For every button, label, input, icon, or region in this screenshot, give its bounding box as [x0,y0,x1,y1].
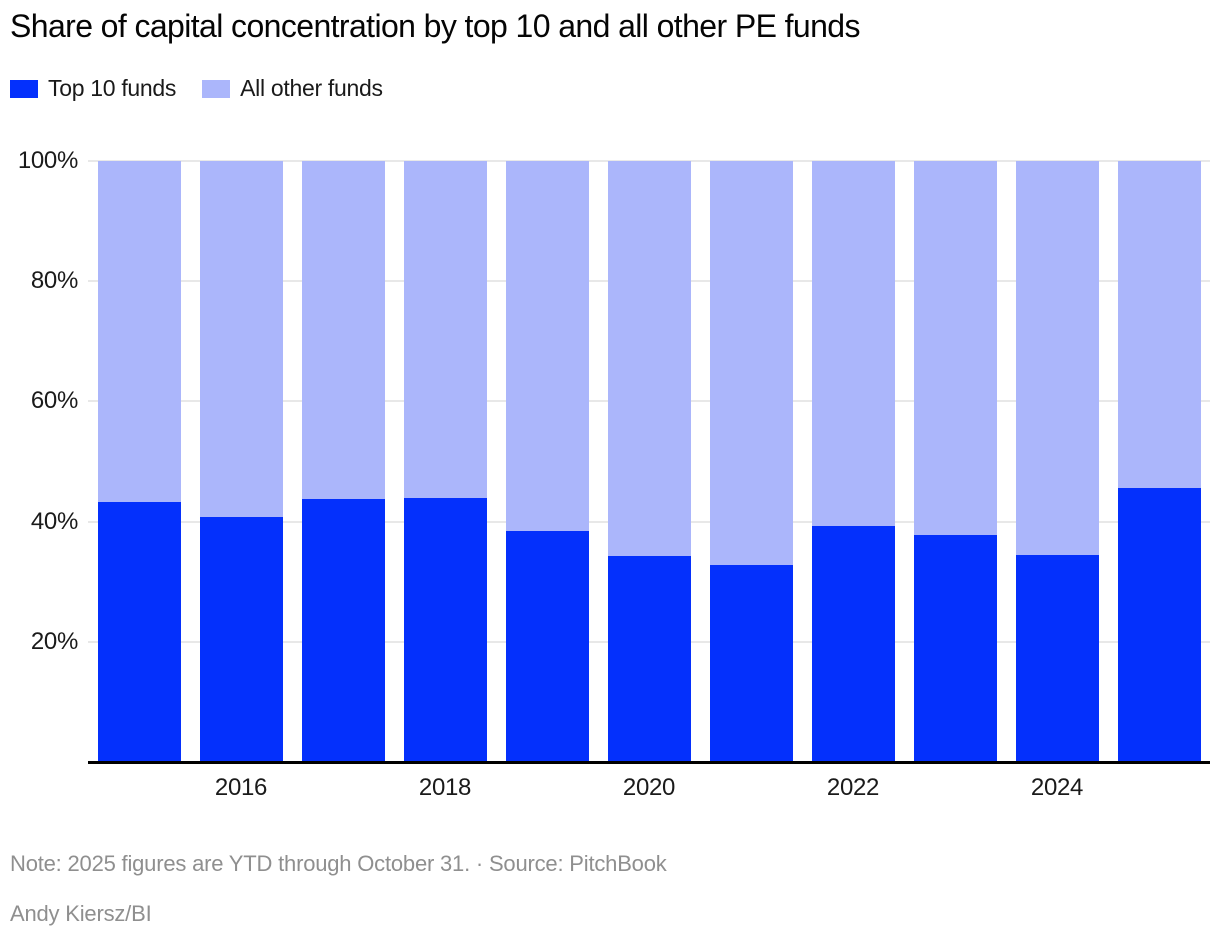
legend-item-0: Top 10 funds [10,75,176,102]
x-tick-label-2016: 2016 [214,774,268,801]
y-tick-label: 80% [30,267,78,295]
x-tick-label-2022: 2022 [826,774,880,801]
bar-2022-top-10-funds-segment [811,525,895,762]
legend-label: All other funds [240,75,383,101]
bar-2025-top-10-funds-segment [1117,487,1201,762]
bar-2019-top-10-funds-segment [505,531,589,762]
legend-swatch-icon [10,79,38,98]
bar-band-2025 [1108,161,1210,762]
bar-band-2024 [1006,161,1108,762]
bar-2019 [505,161,589,762]
bar-2021-all-other-funds-segment [709,161,793,565]
bar-2021 [709,161,793,762]
bar-2019-all-other-funds-segment [505,161,589,532]
bar-2018 [403,161,487,762]
bar-2020-top-10-funds-segment [607,555,691,762]
bar-band-2019 [496,161,598,762]
bar-2025 [1117,161,1201,762]
bar-2022 [811,161,895,762]
bar-2024 [1015,161,1099,762]
y-tick-label: 100% [17,147,78,174]
bar-2017-top-10-funds-segment [301,499,385,762]
legend: Top 10 funds All other funds [10,75,383,102]
bar-2015-all-other-funds-segment [97,161,181,503]
byline: Andy Kiersz/BI [10,901,152,926]
bar-band-2020 [598,161,700,762]
bar-band-2021 [700,161,802,762]
bar-2018-all-other-funds-segment [403,161,487,498]
bar-2022-all-other-funds-segment [811,161,895,526]
y-tick-label: 40% [30,507,78,535]
bar-2020-all-other-funds-segment [607,161,691,556]
bars-layer [88,161,1210,762]
legend-label: Top 10 funds [48,75,177,101]
bar-2016 [199,161,283,762]
x-axis-line [88,761,1210,764]
bar-band-2016 [190,161,292,762]
source-note: Note: 2025 figures are YTD through Octob… [10,851,667,876]
bar-2018-top-10-funds-segment [403,497,487,762]
bar-2021-top-10-funds-segment [709,564,793,762]
bar-2024-top-10-funds-segment [1015,555,1099,762]
plot-area [88,160,1210,762]
bar-2015-top-10-funds-segment [97,502,181,762]
bar-2023-all-other-funds-segment [913,161,997,535]
bar-2015 [97,161,181,762]
legend-swatch-icon [202,79,231,98]
chart-title: Share of capital concentration by top 10… [10,8,860,44]
x-tick-label-2018: 2018 [418,774,472,801]
gridline-100 [88,160,1210,162]
legend-item-1: All other funds [202,75,383,102]
bar-band-2017 [292,161,394,762]
bar-2024-all-other-funds-segment [1015,161,1099,556]
bar-band-2023 [904,161,1006,762]
y-tick-label: 60% [30,387,78,415]
bar-2016-top-10-funds-segment [199,517,283,762]
x-tick-label-2024: 2024 [1030,774,1084,801]
bar-2023 [913,161,997,762]
bar-2025-all-other-funds-segment [1117,161,1201,488]
bar-band-2015 [88,161,190,762]
bar-band-2018 [394,161,496,762]
bar-2017-all-other-funds-segment [301,161,385,500]
bar-2016-all-other-funds-segment [199,161,283,518]
y-tick-label: 20% [30,627,78,655]
bar-2017 [301,161,385,762]
bar-band-2022 [802,161,904,762]
bar-2023-top-10-funds-segment [913,534,997,762]
bar-2020 [607,161,691,762]
x-axis-labels: 2016 2018 2020 2022 2024 [88,774,1210,804]
x-tick-label-2020: 2020 [622,774,676,801]
